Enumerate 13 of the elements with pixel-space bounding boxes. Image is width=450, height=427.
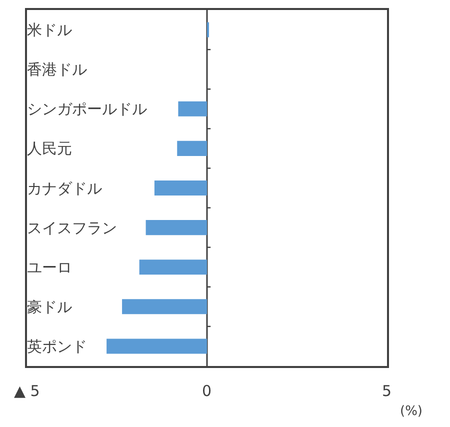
x-tick-label: ▲ 5 — [14, 382, 40, 400]
y-tick-label: 人民元 — [26, 140, 72, 158]
y-tick-label: 米ドル — [26, 21, 72, 40]
y-tick-label: スイスフラン — [26, 218, 117, 237]
y-tick-label: カナダドル — [26, 179, 102, 198]
x-tick-label: 0 — [202, 382, 212, 400]
x-tick-label: 5 — [382, 382, 392, 400]
y-tick-label: 香港ドル — [26, 60, 87, 79]
y-tick-label: 英ポンド — [26, 337, 87, 356]
y-tick-label: シンガポールドル — [26, 100, 147, 118]
y-tick-label: 豪ドル — [26, 298, 72, 316]
x-axis-title: (%) — [400, 404, 422, 419]
y-tick-label: ユーロ — [26, 258, 72, 276]
